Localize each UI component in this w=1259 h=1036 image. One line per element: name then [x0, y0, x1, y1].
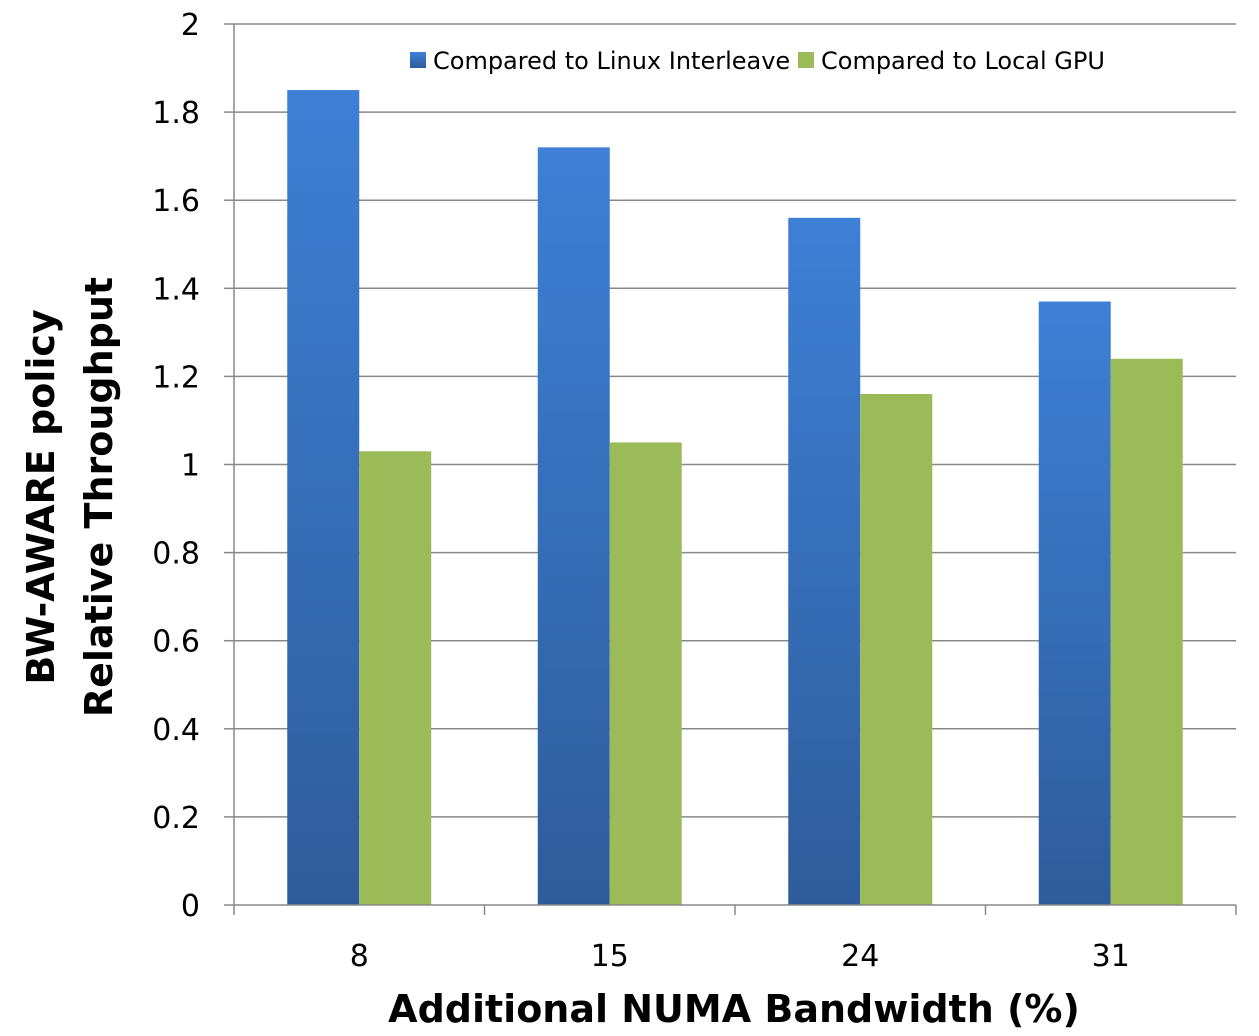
- x-tick-label: 24: [841, 939, 879, 974]
- bar-local-gpu: [359, 451, 432, 905]
- legend-label-local-gpu: Compared to Local GPU: [821, 47, 1105, 75]
- legend-swatch-linux-interleave: [410, 52, 426, 68]
- bar-linux-interleave: [287, 90, 360, 905]
- bar-local-gpu: [1110, 358, 1183, 905]
- x-tick-label: 8: [350, 939, 369, 974]
- bar-linux-interleave: [537, 147, 610, 906]
- legend: Compared to Linux Interleave Compared to…: [410, 47, 1105, 75]
- bar-linux-interleave: [788, 217, 861, 905]
- bar-local-gpu: [860, 394, 933, 905]
- x-axis-title: Additional NUMA Bandwidth (%): [388, 987, 1080, 1031]
- axes: [233, 24, 1237, 915]
- bars: [287, 90, 1183, 906]
- legend-label-linux-interleave: Compared to Linux Interleave: [433, 47, 790, 75]
- x-tick-labels: 8 15 24 31: [350, 939, 1130, 974]
- y-tick-labels: 0 0.2 0.4 0.6 0.8 1 1.2 1.4 1.6 1.8 2: [152, 8, 200, 924]
- y-tick-label: 1.6: [152, 184, 200, 219]
- y-tick-label: 2: [181, 8, 200, 43]
- x-tick-label: 15: [591, 939, 629, 974]
- y-tick-label: 1.4: [152, 272, 200, 307]
- x-tick-label: 31: [1092, 939, 1130, 974]
- y-tick-label: 1.2: [152, 360, 200, 395]
- y-tick-label: 0: [181, 889, 200, 924]
- y-axis-title-line-1: BW-AWARE policy: [19, 309, 63, 685]
- y-tick-label: 0.4: [152, 713, 200, 748]
- y-tick-label: 1.8: [152, 96, 200, 131]
- y-tick-label: 1: [181, 449, 200, 484]
- bar-local-gpu: [609, 442, 682, 905]
- y-tick-label: 0.6: [152, 625, 200, 660]
- y-tick-label: 0.8: [152, 537, 200, 572]
- y-tick-label: 0.2: [152, 801, 200, 836]
- bar-linux-interleave: [1038, 301, 1111, 905]
- legend-swatch-local-gpu: [798, 52, 814, 68]
- y-axis-title-line-2: Relative Throughput: [77, 277, 121, 717]
